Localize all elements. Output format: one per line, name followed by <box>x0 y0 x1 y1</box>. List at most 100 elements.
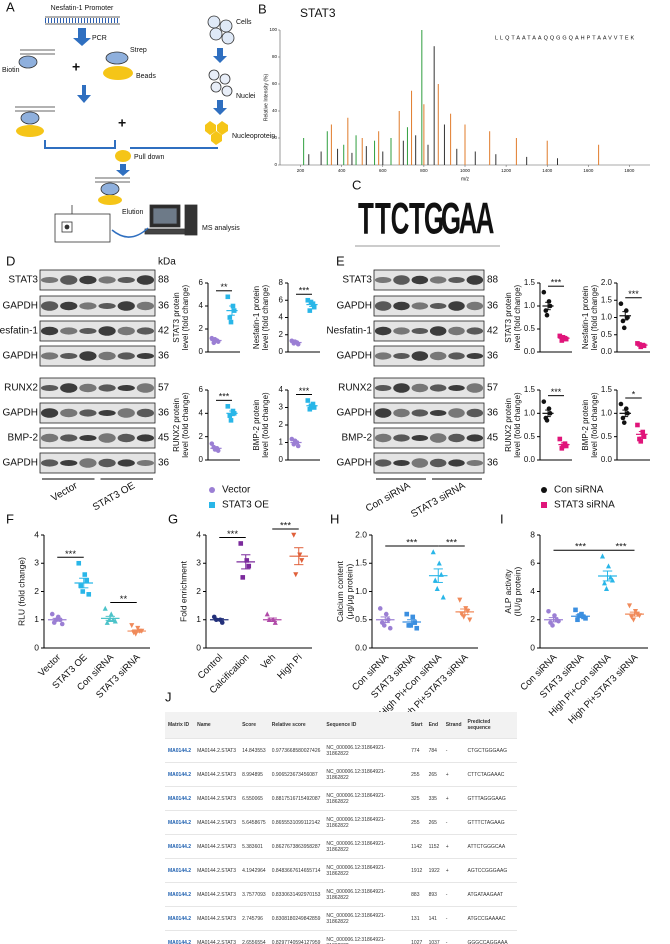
blot-band <box>374 352 392 360</box>
table-cell: 8.994895 <box>239 762 269 787</box>
point <box>291 532 297 538</box>
diagram-label: Beads <box>136 73 156 80</box>
table-cell: 0.8817516715492087 <box>268 786 324 811</box>
diagram-label: PCR <box>92 35 107 42</box>
table-cell: 255 <box>408 810 426 835</box>
y-axis-label: Fold enrichment <box>178 560 188 622</box>
blot-label: RUNX2 <box>338 383 372 394</box>
logo-letter: T <box>375 193 391 243</box>
y-tick-label: 2 <box>34 586 39 596</box>
blot-band <box>429 410 447 416</box>
y-tick-label: 0.5 <box>601 330 613 339</box>
blot-band <box>117 277 135 283</box>
y-axis-label: level (fold change) <box>261 284 270 350</box>
blot-band <box>393 301 410 311</box>
point <box>225 294 231 300</box>
point <box>621 325 627 331</box>
chart-title: STAT3 <box>300 6 336 20</box>
kda-value: 88 <box>487 275 499 286</box>
decoration <box>103 66 133 80</box>
table-cell: 14.843553 <box>239 738 269 763</box>
point <box>546 608 551 614</box>
table-cell: MA0144.2 <box>165 762 195 787</box>
table-cell: AGTCCGGGAAG <box>464 858 517 883</box>
blot <box>373 295 485 317</box>
blot <box>39 377 156 399</box>
sig-label: *** <box>551 278 562 288</box>
point <box>129 623 135 629</box>
blot-band <box>60 327 78 335</box>
decoration <box>111 227 149 238</box>
point <box>377 606 383 611</box>
diagram-a: + + <box>15 15 235 243</box>
y-axis-label: level (fold change) <box>590 284 599 350</box>
blot-band <box>466 275 484 285</box>
table-cell: Name <box>194 712 240 739</box>
sig-label: *** <box>299 286 310 296</box>
table-cell: ATGCCGAAAAC <box>464 906 517 931</box>
y-tick-label: 8 <box>279 278 284 287</box>
point <box>541 487 547 493</box>
blot-band <box>374 459 392 467</box>
y-tick-label: 6 <box>530 558 535 568</box>
point <box>307 308 313 313</box>
blot-band <box>136 408 155 418</box>
y-tick-label: 1.0 <box>601 313 613 322</box>
blot-band <box>40 459 59 467</box>
blot-band <box>40 326 59 336</box>
table-cell: 2.745796 <box>239 906 269 931</box>
y-tick-label: 60 <box>272 81 278 86</box>
y-tick-label: 2.0 <box>601 278 613 287</box>
y-axis-label: Relative Intensity (%) <box>263 74 269 122</box>
blot-band <box>98 384 116 392</box>
point <box>209 487 215 493</box>
blot-label: RUNX2 <box>4 383 38 394</box>
sig-label: *** <box>615 542 626 553</box>
panel-letter: C <box>352 177 361 192</box>
blot-band <box>448 352 465 360</box>
decoration <box>210 81 222 93</box>
point <box>632 608 639 615</box>
kda-value: 42 <box>487 326 499 337</box>
decoration <box>100 182 120 196</box>
y-tick-label: 2 <box>279 420 284 429</box>
blot-band <box>117 301 135 311</box>
point <box>577 613 582 618</box>
point <box>240 575 246 580</box>
blot <box>373 427 485 449</box>
table-cell: MA0144.2.STAT3 <box>194 906 240 931</box>
sig-label: *** <box>299 386 310 396</box>
logo-letter: G <box>441 193 461 243</box>
y-axis-label: (μg/μg protein) <box>344 564 354 620</box>
panel-letter: E <box>336 253 345 268</box>
kda-value: 36 <box>487 301 499 312</box>
table-cell: 265 <box>425 810 443 835</box>
y-tick-label: 2 <box>279 330 284 339</box>
table-cell: 1152 <box>425 834 443 859</box>
blot <box>39 402 156 424</box>
point <box>225 404 231 409</box>
point <box>544 312 550 318</box>
x-tick-label: 1000 <box>460 168 471 173</box>
blot-band <box>411 409 429 417</box>
table-cell: Strand <box>442 712 465 739</box>
table-cell: + <box>442 834 465 859</box>
blot-band <box>79 328 97 334</box>
table-cell: NC_000006.12:31864921-31862822 <box>323 858 409 883</box>
decoration <box>16 125 44 137</box>
lane-label: Vector <box>50 480 81 504</box>
point <box>552 613 557 618</box>
legend-label: STAT3 siRNA <box>554 500 615 511</box>
blot-band <box>117 459 135 467</box>
blot <box>39 345 156 367</box>
lane-label: Con siRNA <box>364 480 413 514</box>
logo-letter: T <box>409 193 425 243</box>
decoration <box>18 55 38 69</box>
table-cell: MA0144.2 <box>165 834 195 859</box>
table-cell: MA0144.2.STAT3 <box>194 786 240 811</box>
y-tick-label: 0.0 <box>524 347 536 356</box>
table-cell: + <box>442 762 465 787</box>
y-axis-label: Calcium content <box>335 560 345 622</box>
point <box>557 333 563 339</box>
